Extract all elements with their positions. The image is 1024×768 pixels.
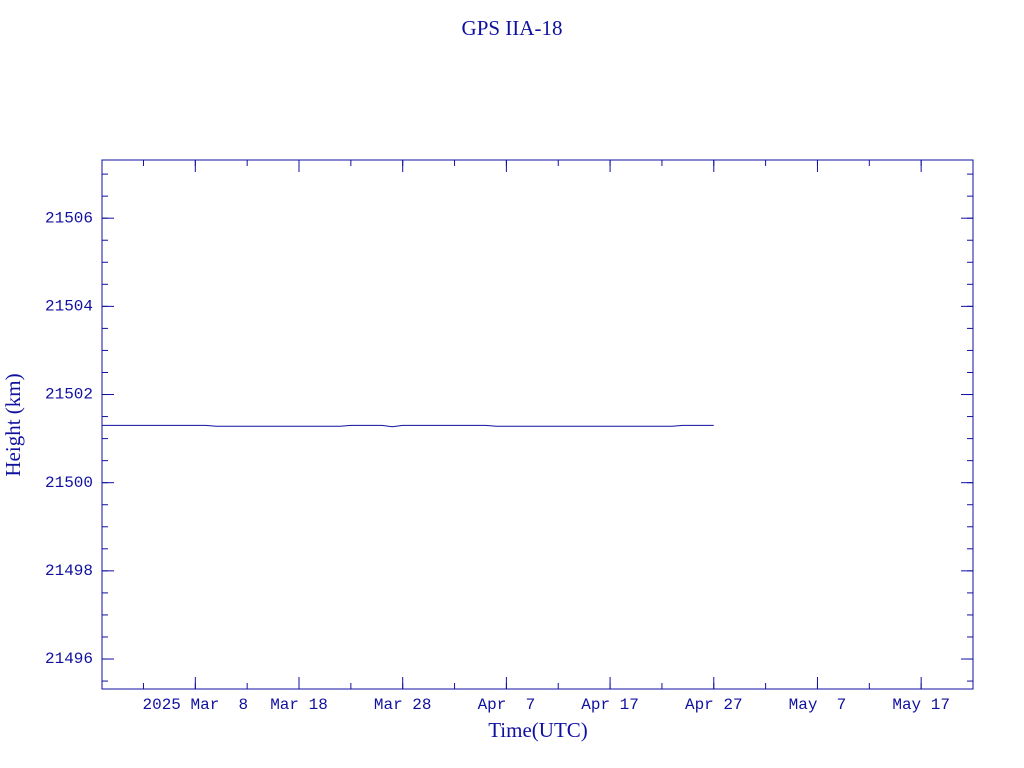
x-tick-label: May 7 [789, 696, 847, 714]
x-tick-label: Mar 18 [270, 696, 328, 714]
data-line [102, 424, 714, 428]
y-tick-label: 21498 [45, 562, 93, 580]
x-tick-label: 2025 Mar 8 [143, 696, 249, 714]
y-tick-label: 21504 [45, 298, 93, 316]
chart-title: GPS IIA-18 [462, 16, 563, 40]
y-tick-label: 21502 [45, 386, 93, 404]
plot-frame [101, 159, 974, 690]
y-tick-label: 21500 [45, 474, 93, 492]
x-tick-label: Mar 28 [374, 696, 432, 714]
x-tick-label: May 17 [892, 696, 950, 714]
y-axis-label: Height (km) [1, 373, 25, 476]
x-tick-label: Apr 7 [478, 696, 536, 714]
y-tick-label: 21496 [45, 650, 93, 668]
x-axis-label: Time(UTC) [488, 718, 588, 742]
x-tick-label: Apr 17 [581, 696, 639, 714]
x-tick-label: Apr 27 [685, 696, 743, 714]
y-tick-label: 21506 [45, 209, 93, 227]
